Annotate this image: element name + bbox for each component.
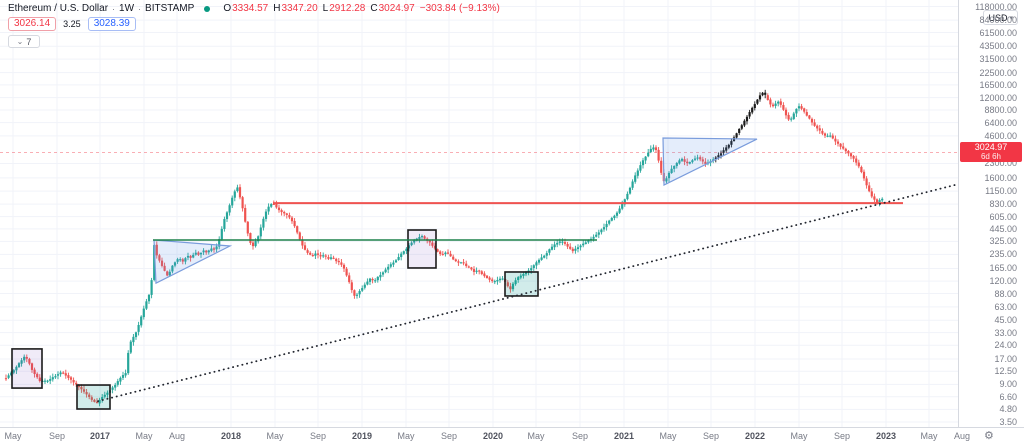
time-tick-label: Sep [440, 431, 458, 441]
time-tick-label: 2018 [220, 431, 242, 441]
time-tick-label: Aug [168, 431, 186, 441]
time-tick-label: Aug [953, 431, 971, 441]
low-value: 2912.28 [329, 3, 366, 14]
time-tick-label: May [266, 431, 284, 441]
time-tick-label: May [659, 431, 677, 441]
time-tick-label: Sep [571, 431, 589, 441]
price-tick-label: 4.80 [999, 404, 1017, 415]
chevron-down-icon: ⌄ [16, 36, 24, 46]
time-axis-settings-gear-icon[interactable]: ⚙ [984, 430, 994, 442]
low-label: L [322, 3, 329, 14]
open-label: O [223, 3, 232, 14]
time-tick-label: 2017 [89, 431, 111, 441]
high-value: 3347.20 [281, 3, 318, 14]
price-tick-label: 118000.00 [975, 1, 1017, 12]
price-tick-label: 3.50 [999, 417, 1017, 427]
spread-value: 3.25 [63, 19, 81, 29]
price-tick-label: 22500.00 [979, 67, 1017, 78]
price-tick-label: 1600.00 [984, 172, 1017, 183]
price-tick-label: 120.00 [989, 276, 1017, 287]
price-tick-label: 2300.00 [984, 158, 1017, 169]
price-tick-label: 31500.00 [979, 54, 1017, 65]
price-axis[interactable]: USD ▾ 118000.00 84000.00 61500.00 43500.00 3… [958, 0, 1024, 427]
price-tick-label: 84000.00 [979, 15, 1017, 26]
hidden-items-count: 7 [26, 36, 32, 47]
price-tick-label: 165.00 [989, 263, 1017, 274]
price-tick-label: 63.00 [994, 301, 1017, 312]
triangle-pattern-drawing[interactable] [662, 137, 758, 186]
time-tick-label: Sep [309, 431, 327, 441]
price-tick-label: 17.00 [994, 354, 1017, 365]
time-tick-label: May [4, 431, 22, 441]
price-tick-label: 88.00 [994, 288, 1017, 299]
currency-toggle-button[interactable]: USD ▾ [983, 10, 1018, 25]
bar-countdown: 6d 6h [980, 151, 1002, 161]
time-tick-label: Sep [48, 431, 66, 441]
time-tick-label: Sep [702, 431, 720, 441]
time-tick-label: May [527, 431, 545, 441]
time-tick-label: 2023 [875, 431, 897, 441]
high-label: H [273, 3, 281, 14]
exchange-label: BITSTAMP [145, 3, 195, 14]
time-tick-label: 2021 [613, 431, 635, 441]
time-tick-label: May [920, 431, 938, 441]
last-price-label: 3024.97 6d 6h [960, 141, 1022, 162]
rectangle-drawing[interactable] [407, 229, 437, 269]
dotted-trendline-drawing[interactable] [97, 184, 956, 403]
price-tick-label: 33.00 [994, 327, 1017, 338]
price-tick-label: 61500.00 [979, 27, 1017, 38]
price-tick-label: 445.00 [989, 223, 1017, 234]
price-tick-label: 235.00 [989, 249, 1017, 260]
chevron-down-icon: ▾ [1009, 14, 1013, 22]
symbol-title[interactable]: Ethereum / U.S. Dollar [8, 3, 109, 14]
time-tick-label: May [135, 431, 153, 441]
price-tick-label: 830.00 [989, 199, 1017, 210]
close-label: C [370, 3, 378, 14]
last-price-value: 3024.97 [974, 141, 1008, 152]
buy-button[interactable]: 3028.39 [87, 17, 136, 31]
price-tick-label: 325.00 [989, 236, 1017, 247]
rectangle-drawing[interactable] [11, 348, 43, 389]
legend-collapse-button[interactable]: ⌄ 7 [8, 35, 40, 48]
separator-dot: · [138, 3, 142, 14]
price-tick-label: 605.00 [989, 211, 1017, 222]
time-tick-label: 2019 [351, 431, 373, 441]
price-tick-label: 8800.00 [984, 104, 1017, 115]
price-tick-label: 24.00 [994, 340, 1017, 351]
time-tick-label: 2020 [482, 431, 504, 441]
ohlc-readout: O 3334.57 H 3347.20 L 2912.28 C 3024.97 −303… [218, 3, 500, 14]
price-tick-label: 16500.00 [979, 79, 1017, 90]
price-tick-label: 6.60 [999, 391, 1017, 402]
time-tick-label: Sep [833, 431, 851, 441]
price-tick-label: 6400.00 [984, 117, 1017, 128]
price-tick-label: 1150.00 [985, 186, 1017, 197]
currency-label: USD [988, 12, 1008, 23]
rectangle-drawing[interactable] [76, 384, 111, 410]
price-tick-label: 43500.00 [979, 41, 1017, 52]
price-tick-label: 12000.00 [979, 92, 1017, 103]
open-value: 3334.57 [232, 3, 269, 14]
time-tick-label: May [790, 431, 808, 441]
rectangle-drawing[interactable] [504, 271, 539, 297]
price-tick-label: 12.50 [994, 366, 1017, 377]
price-tick-label: 4600.00 [984, 130, 1017, 141]
interval-label[interactable]: 1W [119, 3, 135, 14]
time-tick-label: 2022 [744, 431, 766, 441]
sell-button[interactable]: 3026.14 [8, 17, 57, 31]
close-value: 3024.97 [378, 3, 415, 14]
candlestick-chart-canvas[interactable] [0, 0, 958, 427]
chart-legend: Ethereum / U.S. Dollar · 1W · BITSTAMP O… [8, 3, 500, 48]
price-tick-label: 45.00 [994, 315, 1017, 326]
triangle-pattern-drawing[interactable] [153, 239, 233, 285]
separator-dot: · [112, 3, 116, 14]
time-axis[interactable]: May Sep 2017 May Aug 2018 May Sep 2019 May Sep 2020… [0, 427, 1024, 442]
price-tick-label: 9.00 [999, 379, 1017, 390]
time-tick-label: May [397, 431, 415, 441]
market-status-icon [204, 5, 211, 12]
change-value: −303.84 (−9.13%) [419, 3, 500, 14]
chart-grid [0, 0, 958, 427]
